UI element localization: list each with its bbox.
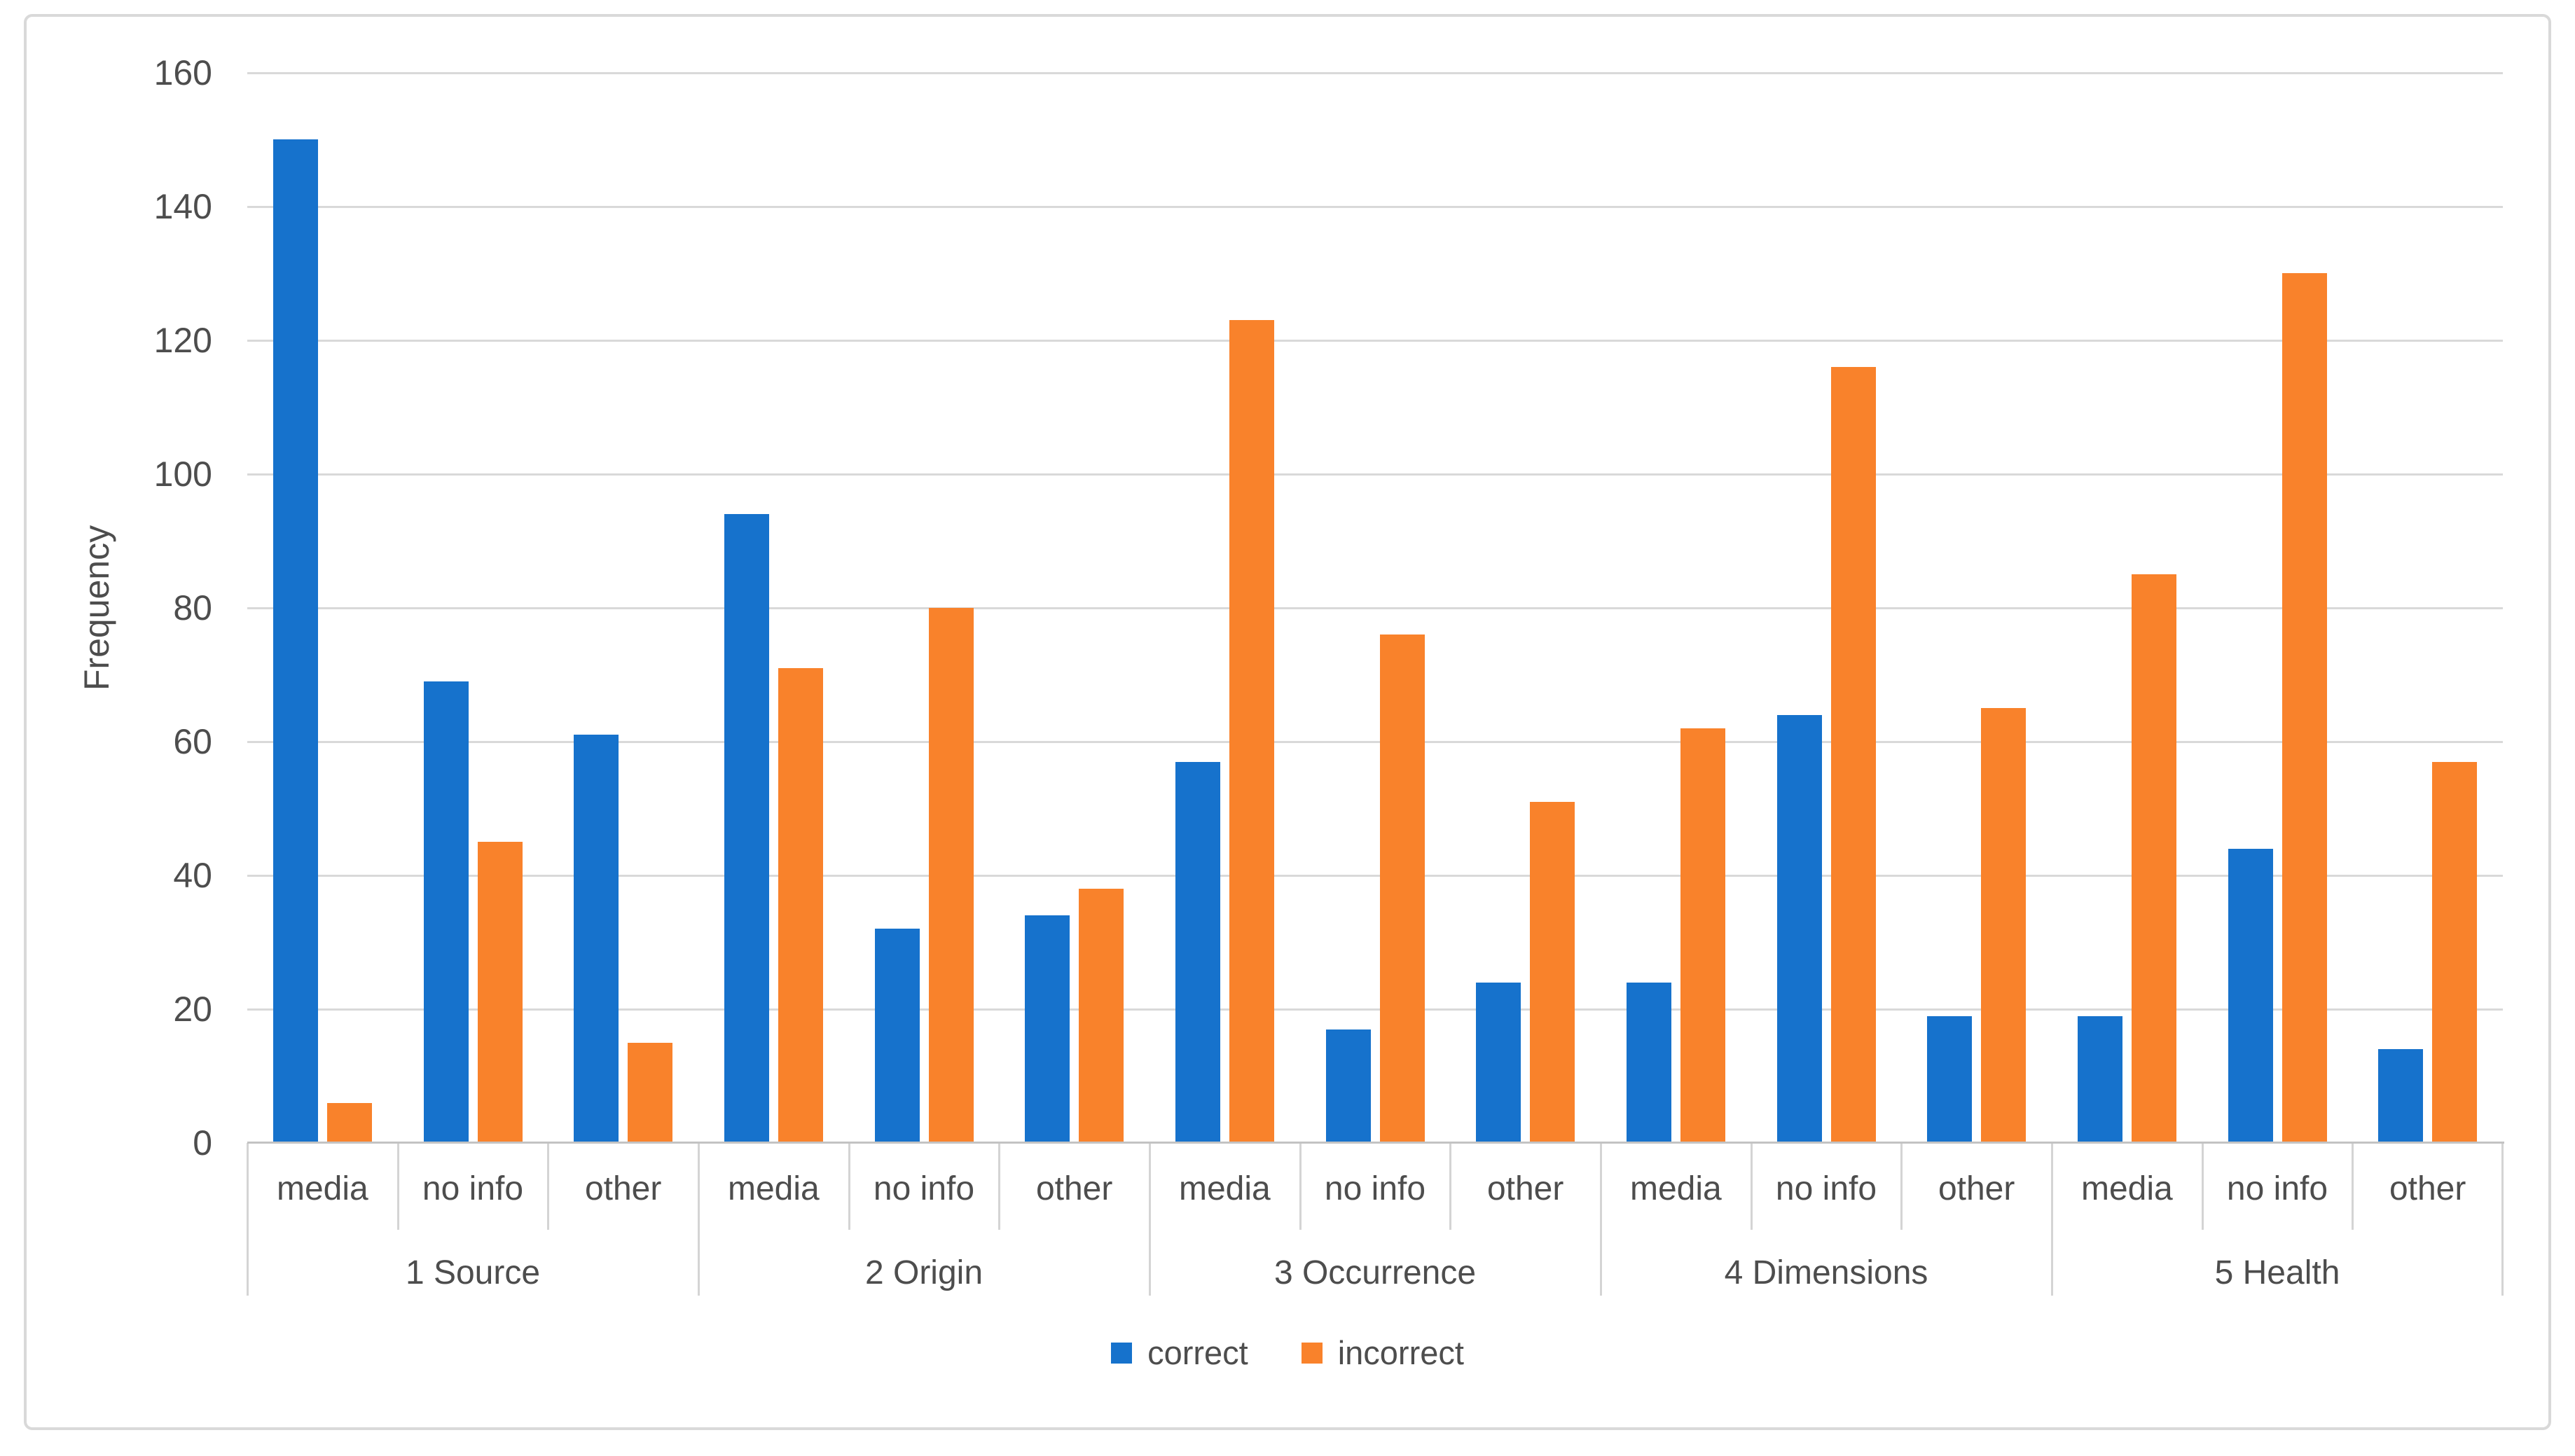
bar-correct-5-health-media — [2077, 1016, 2122, 1143]
y-tick-label-80: 80 — [173, 588, 212, 628]
bar-incorrect-4-dimensions-media — [1680, 728, 1725, 1143]
group-separator — [2051, 1143, 2053, 1296]
category-separator — [2352, 1143, 2354, 1230]
category-label-2-origin-media: media — [727, 1170, 820, 1207]
bar-incorrect-1-source-no-info — [477, 842, 523, 1143]
gridline-100 — [247, 473, 2503, 476]
bar-correct-4-dimensions-no-info — [1776, 715, 1822, 1143]
bar-incorrect-3-occurrence-no-info — [1379, 635, 1425, 1143]
category-label-4-dimensions-no-info: no info — [1775, 1170, 1877, 1207]
category-label-1-source-media: media — [276, 1170, 368, 1207]
category-label-2-origin-no-info: no info — [873, 1170, 975, 1207]
legend: correct incorrect — [27, 1333, 2548, 1372]
y-tick-label-140: 140 — [153, 187, 212, 226]
legend-label-correct: correct — [1147, 1334, 1248, 1371]
group-label-3-occurrence: 3 Occurrence — [1273, 1254, 1477, 1291]
bar-correct-3-occurrence-media — [1175, 762, 1220, 1143]
bar-incorrect-4-dimensions-no-info — [1830, 367, 1876, 1143]
bar-incorrect-5-health-no-info — [2281, 273, 2327, 1143]
category-label-3-occurrence-other: other — [1486, 1170, 1564, 1207]
category-separator — [1900, 1143, 1903, 1230]
group-separator — [247, 1143, 249, 1296]
category-separator — [1750, 1143, 1753, 1230]
bar-correct-4-dimensions-media — [1626, 983, 1671, 1143]
gridline-160 — [247, 72, 2503, 74]
bar-incorrect-1-source-other — [628, 1043, 673, 1143]
bar-correct-5-health-other — [2378, 1049, 2424, 1143]
group-separator — [1600, 1143, 1602, 1296]
bar-correct-4-dimensions-other — [1927, 1016, 1973, 1143]
group-label-1-source: 1 Source — [405, 1254, 541, 1291]
category-label-3-occurrence-no-info: no info — [1324, 1170, 1426, 1207]
group-separator — [2501, 1143, 2504, 1296]
gridline-40 — [247, 875, 2503, 877]
category-separator — [1449, 1143, 1452, 1230]
bar-correct-1-source-media — [272, 139, 318, 1143]
category-separator — [998, 1143, 1001, 1230]
bar-incorrect-2-origin-no-info — [928, 608, 974, 1143]
legend-item-incorrect: incorrect — [1301, 1333, 1464, 1372]
category-separator — [2201, 1143, 2204, 1230]
gridline-80 — [247, 607, 2503, 609]
bar-incorrect-1-source-media — [326, 1103, 372, 1143]
category-separator — [547, 1143, 550, 1230]
bar-correct-2-origin-media — [724, 514, 769, 1143]
y-tick-label-120: 120 — [153, 321, 212, 360]
bar-incorrect-3-occurrence-media — [1229, 320, 1274, 1143]
category-separator — [848, 1143, 850, 1230]
bar-correct-2-origin-other — [1025, 915, 1070, 1143]
group-label-2-origin: 2 Origin — [864, 1254, 983, 1291]
bar-correct-1-source-no-info — [423, 681, 469, 1143]
category-separator — [1299, 1143, 1302, 1230]
bar-incorrect-2-origin-other — [1079, 889, 1124, 1143]
y-tick-label-20: 20 — [173, 990, 212, 1029]
bar-correct-5-health-no-info — [2228, 849, 2273, 1143]
correct-swatch-icon — [1111, 1342, 1133, 1364]
y-tick-label-160: 160 — [153, 53, 212, 92]
bar-incorrect-5-health-other — [2432, 762, 2478, 1143]
category-label-5-health-other: other — [2389, 1170, 2466, 1207]
bar-correct-3-occurrence-no-info — [1325, 1029, 1371, 1143]
group-label-4-dimensions: 4 Dimensions — [1724, 1254, 1928, 1291]
x-axis-line — [247, 1142, 2504, 1144]
category-label-4-dimensions-other: other — [1938, 1170, 2015, 1207]
category-label-3-occurrence-media: media — [1178, 1170, 1271, 1207]
category-separator — [396, 1143, 399, 1230]
incorrect-swatch-icon — [1301, 1342, 1323, 1364]
bar-incorrect-4-dimensions-other — [1981, 708, 2027, 1143]
gridline-140 — [247, 206, 2503, 208]
legend-item-correct: correct — [1111, 1333, 1248, 1372]
bar-incorrect-2-origin-media — [778, 668, 823, 1143]
gridline-20 — [247, 1008, 2503, 1011]
y-tick-label-0: 0 — [193, 1123, 212, 1163]
bar-incorrect-5-health-media — [2131, 574, 2176, 1143]
group-separator — [698, 1143, 700, 1296]
category-label-5-health-no-info: no info — [2226, 1170, 2328, 1207]
group-label-5-health: 5 Health — [2214, 1254, 2340, 1291]
gridline-60 — [247, 741, 2503, 743]
group-separator — [1149, 1143, 1151, 1296]
bar-correct-1-source-other — [574, 735, 619, 1143]
gridline-120 — [247, 340, 2503, 342]
y-tick-label-40: 40 — [173, 856, 212, 895]
category-label-1-source-other: other — [584, 1170, 662, 1207]
bar-correct-3-occurrence-other — [1476, 983, 1521, 1143]
chart-figure: Frequency 0 20 40 60 80 100 120 140 160 media no … — [24, 14, 2551, 1430]
bar-correct-2-origin-no-info — [874, 929, 920, 1143]
category-label-5-health-media: media — [2080, 1170, 2173, 1207]
bar-incorrect-3-occurrence-other — [1530, 802, 1575, 1143]
y-tick-label-100: 100 — [153, 455, 212, 494]
category-label-1-source-no-info: no info — [422, 1170, 524, 1207]
category-label-4-dimensions-media: media — [1629, 1170, 1722, 1207]
legend-label-incorrect: incorrect — [1337, 1334, 1464, 1371]
y-tick-label-60: 60 — [173, 722, 212, 761]
category-label-2-origin-other: other — [1035, 1170, 1113, 1207]
plot-area — [247, 72, 2503, 1143]
